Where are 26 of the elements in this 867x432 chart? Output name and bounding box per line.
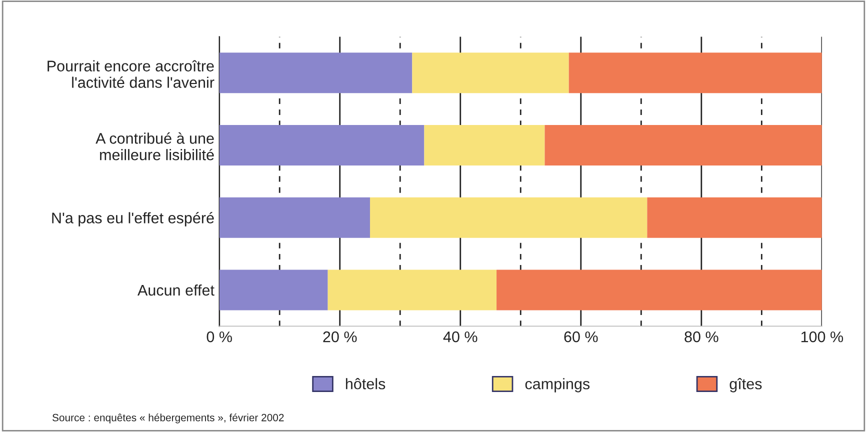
bar xyxy=(496,270,822,310)
bar xyxy=(219,197,370,238)
bar xyxy=(544,125,822,166)
y-tick-label: N'a pas eu l'effet espéré xyxy=(52,212,214,226)
bar xyxy=(568,52,822,94)
x-tick-label: 20 % xyxy=(323,331,357,342)
y-tick-label: Pourrait encore accroître l'activité dans l'avenir xyxy=(48,60,214,88)
bar xyxy=(647,197,822,238)
bar xyxy=(412,52,569,94)
bar xyxy=(370,197,648,238)
source-note: Source : enquêtes « hébergements », février 2002 xyxy=(52,414,284,424)
bar xyxy=(328,270,497,310)
bar xyxy=(219,125,424,166)
y-tick-label: Aucun effet xyxy=(138,284,214,296)
bar xyxy=(219,52,412,94)
x-tick-label: 80 % xyxy=(684,331,718,342)
legend-label: gîtes xyxy=(730,378,762,392)
x-tick-label: 40 % xyxy=(443,331,478,342)
x-tick-label: 0 % xyxy=(206,331,232,342)
legend-label: hôtels xyxy=(346,378,386,390)
x-tick-label: 60 % xyxy=(564,331,598,342)
bar xyxy=(424,125,545,166)
y-tick-label: A contribué à une meilleure lisibilité xyxy=(96,132,214,160)
legend-label: campings xyxy=(525,378,590,392)
x-tick-label: 100 % xyxy=(801,331,844,342)
bar xyxy=(219,270,328,310)
